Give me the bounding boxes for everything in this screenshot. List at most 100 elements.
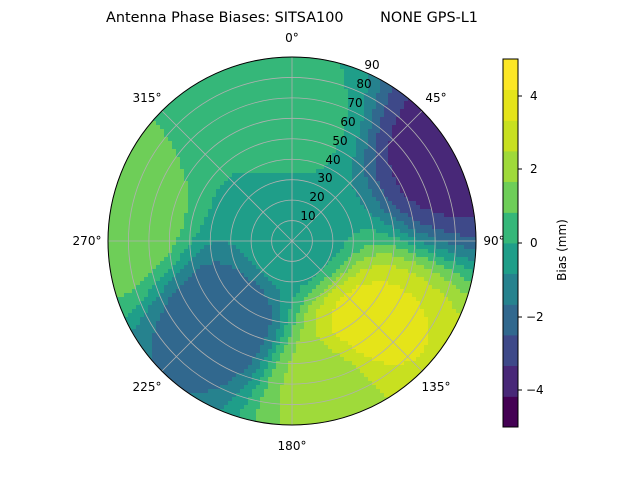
bias-cell [128,197,133,202]
bias-cell [116,269,121,274]
bias-cell [468,205,473,210]
bias-cell [416,101,421,106]
bias-cell [364,277,369,282]
bias-cell [424,181,429,186]
bias-cell [272,245,277,250]
bias-cell [268,117,273,122]
bias-cell [204,209,209,214]
bias-cell [204,241,209,246]
bias-cell [396,257,401,262]
bias-cell [376,273,381,278]
bias-cell [296,213,301,218]
bias-cell [424,173,429,178]
bias-cell [208,161,213,166]
bias-cell [304,217,309,222]
bias-cell [300,113,305,118]
bias-cell [344,97,349,102]
bias-cell [184,249,189,254]
bias-cell [372,265,377,270]
bias-cell [208,117,213,122]
bias-cell [244,113,249,118]
bias-cell [264,69,269,74]
bias-cell [260,101,265,106]
bias-cell [144,309,149,314]
bias-cell [228,233,233,238]
bias-cell [244,269,249,274]
bias-cell [360,173,365,178]
bias-cell [200,269,205,274]
bias-cell [244,201,249,206]
bias-cell [156,125,161,130]
bias-cell [284,197,289,202]
bias-cell [160,237,165,242]
bias-cell [364,129,369,134]
bias-cell [404,249,409,254]
bias-cell [312,129,317,134]
bias-cell [284,269,289,274]
bias-cell [340,101,345,106]
bias-cell [292,81,297,86]
bias-cell [300,233,305,238]
bias-cell [296,153,301,158]
bias-cell [356,177,361,182]
bias-cell [412,253,417,258]
bias-cell [360,125,365,130]
bias-cell [292,109,297,114]
bias-cell [448,169,453,174]
bias-cell [328,173,333,178]
bias-cell [392,265,397,270]
bias-cell [164,241,169,246]
bias-cell [192,109,197,114]
bias-cell [360,273,365,278]
bias-cell [300,189,305,194]
bias-cell [240,301,245,306]
bias-cell [316,257,321,262]
bias-cell [388,221,393,226]
bias-cell [260,93,265,98]
bias-cell [164,109,169,114]
bias-cell [276,149,281,154]
bias-cell [116,241,121,246]
bias-cell [308,165,313,170]
bias-cell [124,173,129,178]
bias-cell [280,73,285,78]
bias-cell [292,185,297,190]
bias-cell [216,161,221,166]
bias-cell [228,273,233,278]
bias-cell [432,141,437,146]
bias-cell [464,197,469,202]
bias-cell [336,269,341,274]
bias-cell [324,109,329,114]
bias-cell [280,165,285,170]
bias-cell [188,277,193,282]
bias-cell [324,221,329,226]
bias-cell [212,77,217,82]
bias-cell [392,137,397,142]
bias-cell [152,229,157,234]
bias-cell [284,265,289,270]
bias-cell [268,65,273,70]
bias-cell [304,145,309,150]
bias-cell [408,289,413,294]
bias-cell [280,153,285,158]
bias-cell [132,201,137,206]
bias-cell [160,281,165,286]
bias-cell [200,89,205,94]
bias-cell [168,161,173,166]
bias-cell [196,133,201,138]
bias-cell [236,141,241,146]
bias-cell [312,225,317,230]
bias-cell [340,145,345,150]
bias-cell [372,113,377,118]
bias-cell [328,113,333,118]
bias-cell [176,173,181,178]
bias-cell [220,241,225,246]
bias-cell [136,269,141,274]
bias-cell [384,93,389,98]
bias-cell [296,217,301,222]
bias-cell [192,261,197,266]
bias-cell [296,121,301,126]
bias-cell [304,289,309,294]
bias-cell [352,193,357,198]
bias-cell [404,137,409,142]
